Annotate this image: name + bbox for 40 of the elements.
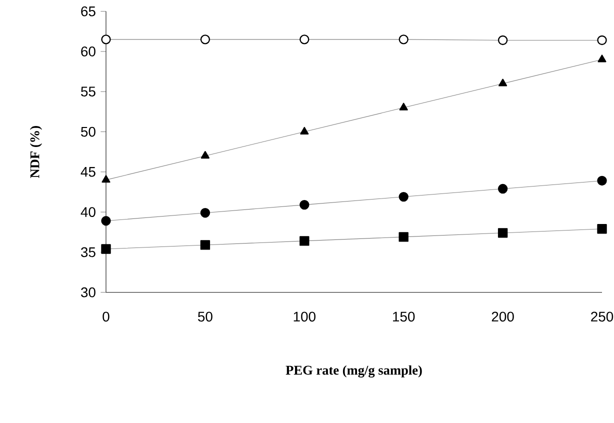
point: [598, 54, 606, 62]
y-tick-label: 50: [81, 126, 96, 137]
point: [399, 102, 408, 110]
x-tick-label: 250: [591, 312, 614, 322]
x-tick-label: 50: [198, 312, 212, 322]
point: [300, 126, 309, 134]
point: [300, 200, 310, 210]
point: [200, 208, 210, 218]
y-tick-label: 60: [81, 46, 96, 56]
point: [398, 192, 408, 202]
x-tick-label: 100: [294, 312, 316, 322]
point: [597, 224, 607, 234]
point: [300, 236, 310, 246]
point: [300, 34, 310, 44]
point: [101, 216, 111, 226]
x-tick-label: 200: [492, 312, 514, 322]
point: [498, 78, 508, 86]
point: [200, 150, 210, 159]
point: [101, 244, 111, 254]
x-tick-label: 150: [393, 312, 415, 322]
point: [200, 240, 210, 250]
x-tick-label: 0: [102, 312, 110, 322]
y-tick-label: 30: [80, 287, 96, 298]
y-tick-label: 55: [81, 86, 96, 96]
point: [398, 34, 408, 44]
point: [597, 35, 607, 46]
point: [498, 35, 508, 46]
point: [498, 184, 508, 194]
y-tick-label: 65: [81, 6, 96, 16]
point: [200, 34, 210, 44]
y-tick-label: 40: [80, 207, 96, 217]
y-tick-label: 45: [80, 167, 96, 177]
point: [398, 232, 408, 242]
y-axis-title: NDF (%): [30, 126, 42, 178]
point: [101, 34, 111, 44]
y-tick-label: 35: [80, 247, 96, 258]
point: [102, 175, 110, 183]
point: [498, 228, 508, 238]
x-axis-title: PEG rate (mg/g sample): [286, 365, 422, 378]
point: [597, 176, 607, 186]
